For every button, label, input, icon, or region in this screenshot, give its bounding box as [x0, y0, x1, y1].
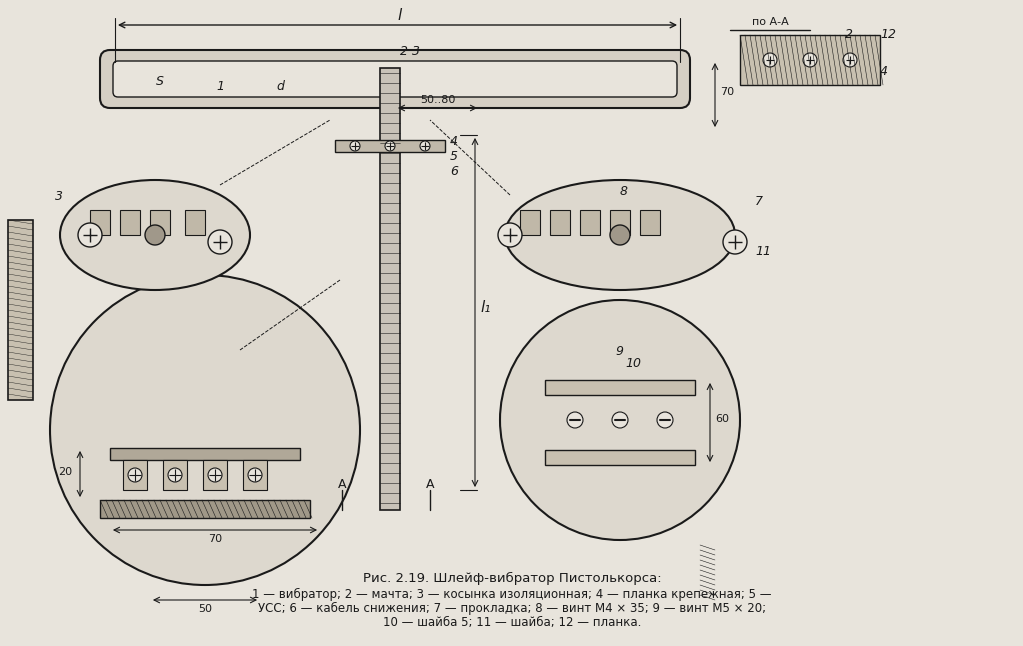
Bar	[550, 210, 570, 235]
Text: 1: 1	[216, 80, 224, 93]
Circle shape	[128, 468, 142, 482]
Bar	[150, 210, 170, 235]
Text: 6: 6	[450, 165, 458, 178]
Text: d: d	[276, 80, 284, 93]
Text: 5: 5	[450, 150, 458, 163]
Text: 7: 7	[755, 195, 763, 208]
Text: l: l	[398, 8, 402, 23]
Text: A: A	[426, 478, 434, 491]
Text: 60: 60	[715, 414, 729, 424]
Text: 2: 2	[845, 28, 853, 41]
Bar	[610, 210, 630, 235]
Text: 50: 50	[198, 604, 212, 614]
FancyBboxPatch shape	[113, 61, 677, 97]
Circle shape	[763, 53, 777, 67]
Text: 12: 12	[880, 28, 896, 41]
Circle shape	[350, 141, 360, 151]
Text: 8: 8	[620, 185, 628, 198]
Bar	[335, 140, 445, 152]
Bar	[90, 210, 110, 235]
Bar	[8, 220, 33, 400]
Text: 50..80: 50..80	[420, 95, 455, 105]
Text: 10: 10	[625, 357, 641, 370]
Text: A: A	[338, 478, 346, 491]
Circle shape	[78, 223, 102, 247]
Text: Рис. 2.19. Шлейф-вибратор Пистолькорса:: Рис. 2.19. Шлейф-вибратор Пистолькорса:	[363, 572, 661, 585]
Circle shape	[248, 468, 262, 482]
Text: УСС; 6 — кабель снижения; 7 — прокладка; 8 — винт М4 × 35; 9 — винт М5 × 20;: УСС; 6 — кабель снижения; 7 — прокладка;…	[258, 602, 766, 615]
Bar	[120, 210, 140, 235]
Bar	[545, 380, 695, 395]
Text: 3: 3	[55, 190, 63, 203]
Bar	[580, 210, 601, 235]
Circle shape	[567, 412, 583, 428]
Bar	[545, 450, 695, 465]
Text: S: S	[157, 75, 164, 88]
Bar	[640, 210, 660, 235]
FancyBboxPatch shape	[100, 50, 690, 108]
Bar	[203, 460, 227, 490]
Text: 1 — вибратор; 2 — мачта; 3 — косынка изоляционная; 4 — планка крепежная; 5 —: 1 — вибратор; 2 — мачта; 3 — косынка изо…	[253, 588, 771, 601]
Bar	[380, 68, 400, 510]
Circle shape	[843, 53, 857, 67]
Circle shape	[208, 468, 222, 482]
Bar	[243, 460, 267, 490]
Text: 4: 4	[450, 135, 458, 148]
Text: 20: 20	[58, 467, 72, 477]
Circle shape	[168, 468, 182, 482]
Circle shape	[420, 141, 430, 151]
Bar	[185, 210, 205, 235]
Text: 2: 2	[400, 45, 408, 58]
Bar	[740, 35, 880, 85]
Text: 70: 70	[720, 87, 735, 97]
Bar	[123, 460, 147, 490]
Circle shape	[500, 300, 740, 540]
Circle shape	[498, 223, 522, 247]
Bar	[110, 448, 300, 460]
Bar	[163, 460, 187, 490]
Bar	[520, 210, 540, 235]
Text: 9: 9	[615, 345, 623, 358]
Ellipse shape	[60, 180, 250, 290]
Circle shape	[385, 141, 395, 151]
Text: 4: 4	[880, 65, 888, 78]
Text: 11: 11	[755, 245, 771, 258]
Text: 10 — шайба 5; 11 — шайба; 12 — планка.: 10 — шайба 5; 11 — шайба; 12 — планка.	[383, 616, 641, 629]
Circle shape	[723, 230, 747, 254]
Circle shape	[657, 412, 673, 428]
Circle shape	[803, 53, 817, 67]
Circle shape	[208, 230, 232, 254]
Text: l₁: l₁	[480, 300, 490, 315]
Text: по А-А: по А-А	[752, 17, 789, 27]
Text: 3: 3	[412, 45, 420, 58]
Circle shape	[612, 412, 628, 428]
Circle shape	[50, 275, 360, 585]
Ellipse shape	[505, 180, 735, 290]
Circle shape	[610, 225, 630, 245]
Text: 70: 70	[208, 534, 222, 544]
Bar	[100, 500, 310, 518]
Circle shape	[145, 225, 165, 245]
